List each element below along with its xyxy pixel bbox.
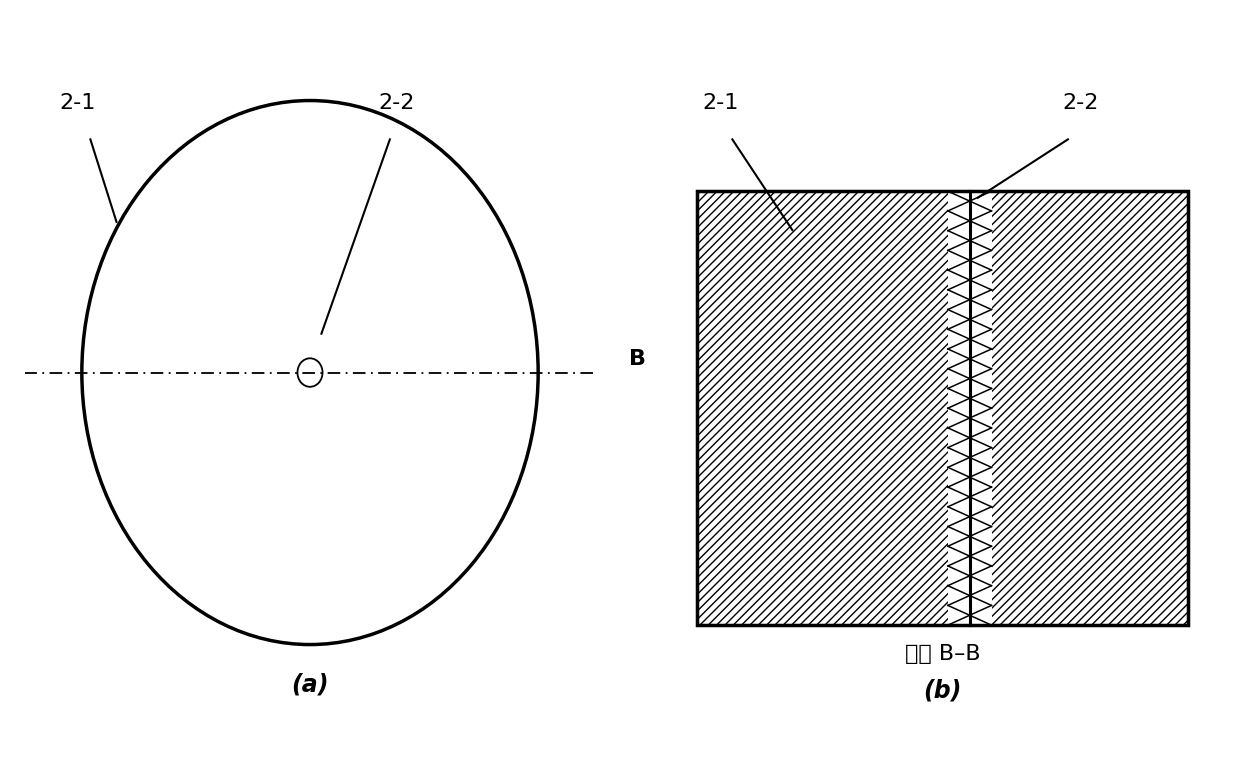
Bar [697, 191, 970, 625]
Text: 剖面 B–B: 剖面 B–B [905, 644, 980, 664]
Text: 2-1: 2-1 [702, 93, 739, 113]
Text: 2-2: 2-2 [378, 93, 415, 113]
Bar [947, 191, 992, 625]
Text: 2-1: 2-1 [60, 93, 95, 113]
Text: (b): (b) [924, 678, 961, 703]
Text: B: B [630, 349, 646, 369]
Bar [697, 191, 970, 625]
Bar [970, 191, 1188, 625]
Bar [697, 191, 1188, 625]
Text: (a): (a) [291, 672, 329, 696]
Text: 2-2: 2-2 [1063, 93, 1099, 113]
Bar [970, 191, 1188, 625]
